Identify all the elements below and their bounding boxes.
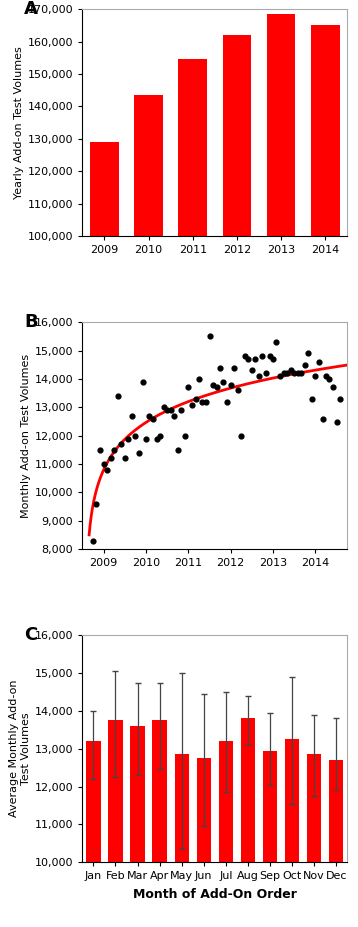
- Point: [199, 394, 205, 409]
- Point: [326, 372, 332, 387]
- Point: [196, 372, 202, 387]
- Point: [277, 369, 283, 384]
- Point: [291, 366, 297, 381]
- Point: [274, 335, 279, 349]
- Point: [263, 366, 269, 381]
- Point: [246, 351, 251, 366]
- Point: [175, 442, 180, 457]
- Point: [154, 431, 159, 446]
- Point: [238, 428, 244, 443]
- Point: [217, 361, 223, 375]
- Point: [256, 369, 262, 384]
- Bar: [267, 14, 295, 236]
- Point: [284, 366, 290, 381]
- Point: [185, 380, 191, 395]
- Point: [330, 380, 336, 395]
- Point: [252, 351, 258, 366]
- Text: B: B: [24, 313, 38, 331]
- Bar: [285, 739, 299, 862]
- Bar: [263, 751, 277, 862]
- Point: [143, 431, 149, 446]
- Point: [115, 388, 120, 403]
- Point: [309, 391, 315, 406]
- Y-axis label: Monthly Add-on Test Volumes: Monthly Add-on Test Volumes: [20, 353, 30, 518]
- Point: [214, 380, 219, 395]
- Point: [111, 442, 117, 457]
- X-axis label: Month of Add-On Order: Month of Add-On Order: [133, 888, 297, 901]
- Point: [104, 463, 110, 477]
- Y-axis label: Average Monthly Add-on
Test Volumes: Average Monthly Add-on Test Volumes: [9, 679, 30, 818]
- Bar: [178, 59, 207, 236]
- Bar: [219, 742, 233, 862]
- Bar: [329, 760, 343, 862]
- Point: [150, 412, 156, 426]
- Text: C: C: [24, 627, 37, 644]
- Point: [157, 428, 163, 443]
- Bar: [90, 142, 119, 236]
- Point: [97, 442, 103, 457]
- Point: [323, 369, 329, 384]
- Point: [337, 391, 343, 406]
- Point: [228, 377, 233, 392]
- Point: [93, 496, 99, 511]
- Point: [224, 394, 230, 409]
- Bar: [108, 720, 123, 862]
- Point: [122, 451, 127, 465]
- Point: [302, 358, 308, 373]
- Point: [320, 412, 325, 426]
- Point: [210, 377, 216, 392]
- Point: [221, 375, 226, 389]
- Bar: [134, 95, 163, 236]
- Bar: [223, 35, 251, 236]
- Y-axis label: Yearly Add-on Test Volumes: Yearly Add-on Test Volumes: [14, 46, 24, 199]
- Point: [207, 329, 212, 344]
- Point: [136, 445, 141, 460]
- Bar: [307, 755, 321, 862]
- Point: [281, 366, 286, 381]
- Bar: [311, 25, 339, 236]
- Point: [295, 366, 300, 381]
- Point: [178, 402, 184, 417]
- Point: [189, 397, 194, 412]
- Point: [305, 346, 311, 361]
- Point: [101, 457, 106, 472]
- Bar: [86, 742, 101, 862]
- Bar: [130, 726, 145, 862]
- Point: [288, 363, 294, 378]
- Point: [140, 375, 145, 389]
- Point: [90, 533, 96, 548]
- Bar: [241, 718, 255, 862]
- Point: [249, 363, 255, 378]
- Point: [313, 369, 318, 384]
- Bar: [153, 720, 167, 862]
- Point: [129, 409, 135, 424]
- Point: [267, 349, 272, 363]
- Point: [299, 366, 304, 381]
- Point: [132, 428, 138, 443]
- Point: [334, 414, 339, 429]
- Point: [168, 402, 173, 417]
- Point: [193, 391, 198, 406]
- Point: [182, 428, 188, 443]
- Point: [260, 349, 265, 363]
- Bar: [174, 755, 189, 862]
- Point: [270, 351, 276, 366]
- Point: [164, 402, 170, 417]
- Point: [108, 451, 113, 465]
- Point: [231, 361, 237, 375]
- Point: [235, 383, 241, 398]
- Point: [171, 409, 177, 424]
- Point: [203, 394, 209, 409]
- Point: [146, 409, 152, 424]
- Bar: [197, 758, 211, 862]
- Point: [125, 431, 131, 446]
- Point: [316, 354, 322, 369]
- Point: [118, 437, 124, 451]
- Point: [242, 349, 247, 363]
- Point: [161, 400, 166, 414]
- Text: A: A: [24, 0, 38, 19]
